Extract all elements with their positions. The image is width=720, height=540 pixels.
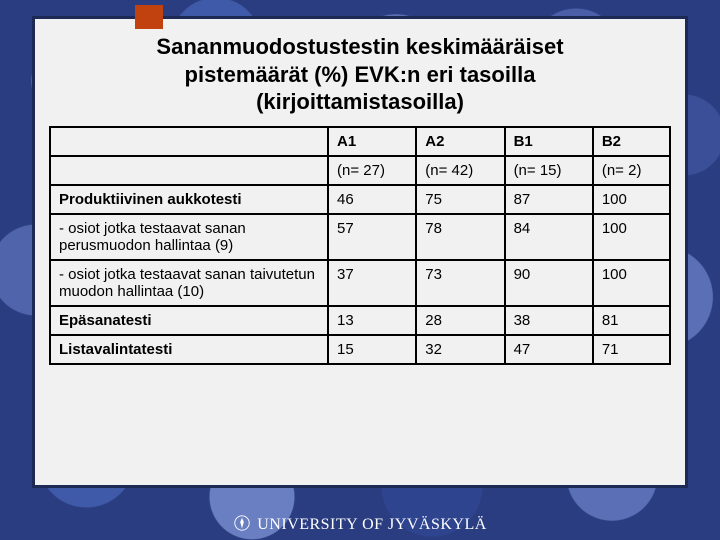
col-header-b1: B1 xyxy=(505,127,593,156)
table-row: Epäsanatesti 13 28 38 81 xyxy=(50,306,670,335)
row-label: Produktiivinen aukkotesti xyxy=(50,185,328,214)
footer: UNIVERSITY OF JYVÄSKYLÄ xyxy=(0,514,720,534)
torch-icon xyxy=(233,514,251,532)
cell: 73 xyxy=(416,260,504,306)
table-row: - osiot jotka testaavat sanan taivutetun… xyxy=(50,260,670,306)
table-row: Listavalintatesti 15 32 47 71 xyxy=(50,335,670,364)
table-row: - osiot jotka testaavat sanan perusmuodo… xyxy=(50,214,670,260)
table-header-row: A1 A2 B1 B2 xyxy=(50,127,670,156)
cell: 47 xyxy=(505,335,593,364)
col-header-a2: A2 xyxy=(416,127,504,156)
cell: 46 xyxy=(328,185,416,214)
col-header-b2: B2 xyxy=(593,127,670,156)
col-header-a1: A1 xyxy=(328,127,416,156)
accent-block xyxy=(135,5,163,29)
cell: 87 xyxy=(505,185,593,214)
cell: 15 xyxy=(328,335,416,364)
cell: 100 xyxy=(593,214,670,260)
cell: 13 xyxy=(328,306,416,335)
cell: 71 xyxy=(593,335,670,364)
title-line-2: pistemäärät (%) EVK:n eri tasoilla xyxy=(185,62,536,87)
row-label: - osiot jotka testaavat sanan taivutetun… xyxy=(50,260,328,306)
subcol-b2: (n= 2) xyxy=(593,156,670,185)
row-label: Epäsanatesti xyxy=(50,306,328,335)
cell: 100 xyxy=(593,185,670,214)
col-header-empty xyxy=(50,127,328,156)
cell: 75 xyxy=(416,185,504,214)
cell: 28 xyxy=(416,306,504,335)
cell: 38 xyxy=(505,306,593,335)
cell: 57 xyxy=(328,214,416,260)
subcol-a2: (n= 42) xyxy=(416,156,504,185)
table-subheader-row: (n= 27) (n= 42) (n= 15) (n= 2) xyxy=(50,156,670,185)
cell: 100 xyxy=(593,260,670,306)
title-line-1: Sananmuodostustestin keskimääräiset xyxy=(156,34,563,59)
row-label: Listavalintatesti xyxy=(50,335,328,364)
table-row: Produktiivinen aukkotesti 46 75 87 100 xyxy=(50,185,670,214)
slide-title: Sananmuodostustestin keskimääräiset pist… xyxy=(59,33,661,116)
subcol-a1: (n= 27) xyxy=(328,156,416,185)
cell: 78 xyxy=(416,214,504,260)
cell: 84 xyxy=(505,214,593,260)
score-table: A1 A2 B1 B2 (n= 27) (n= 42) (n= 15) (n= … xyxy=(49,126,671,365)
cell: 81 xyxy=(593,306,670,335)
cell: 32 xyxy=(416,335,504,364)
title-line-3: (kirjoittamistasoilla) xyxy=(256,89,464,114)
row-label: - osiot jotka testaavat sanan perusmuodo… xyxy=(50,214,328,260)
subcol-empty xyxy=(50,156,328,185)
cell: 90 xyxy=(505,260,593,306)
footer-text: UNIVERSITY OF JYVÄSKYLÄ xyxy=(257,516,487,533)
slide-card: Sananmuodostustestin keskimääräiset pist… xyxy=(32,16,688,488)
cell: 37 xyxy=(328,260,416,306)
subcol-b1: (n= 15) xyxy=(505,156,593,185)
